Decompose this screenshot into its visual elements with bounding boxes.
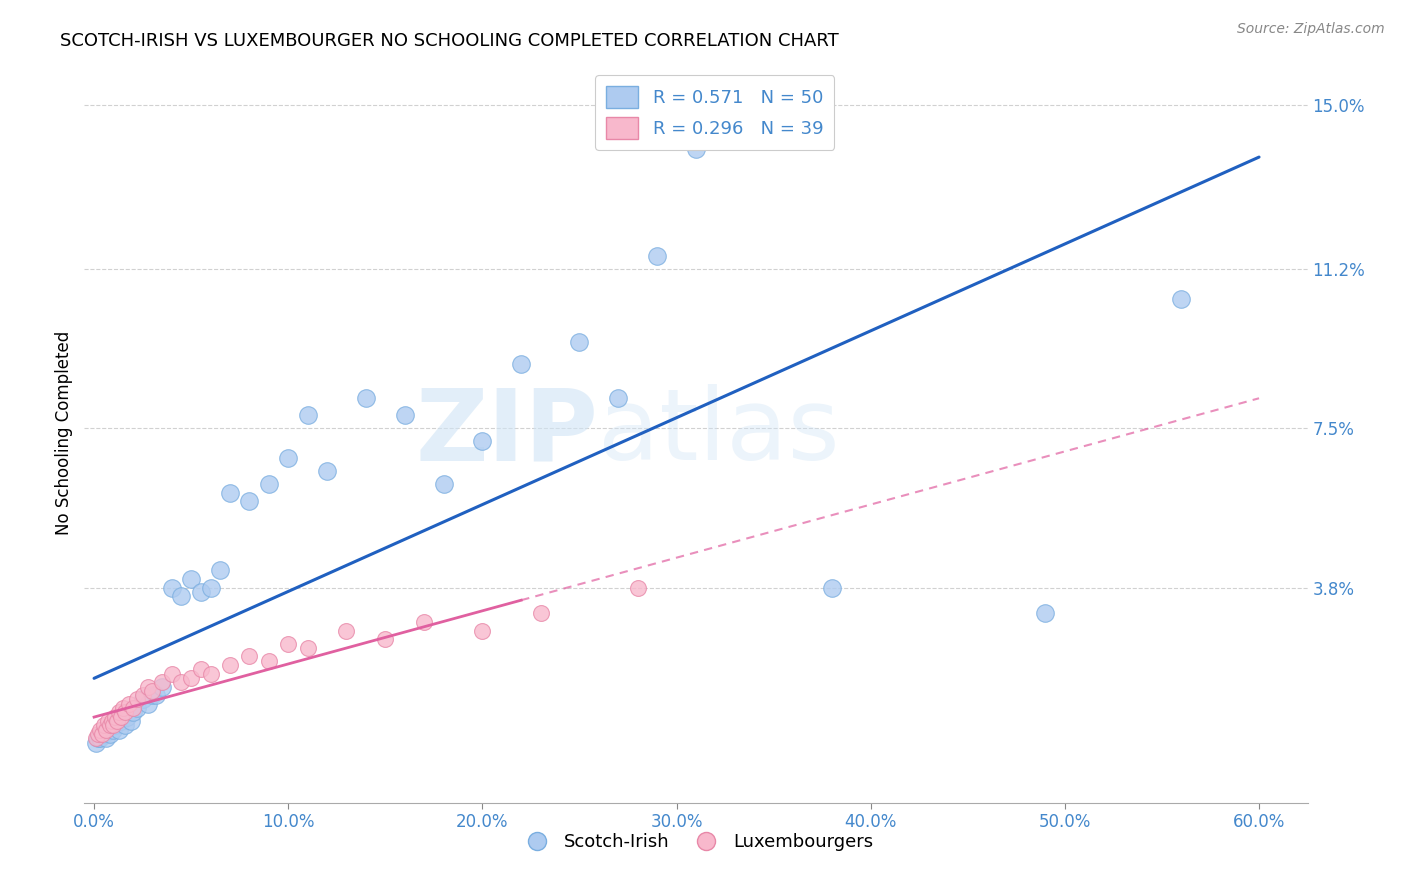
Point <box>110 714 132 728</box>
Point <box>89 731 111 746</box>
Point <box>160 666 183 681</box>
Point <box>209 563 232 577</box>
Point <box>122 706 145 720</box>
Text: ZIP: ZIP <box>415 384 598 481</box>
Point <box>115 709 138 723</box>
Point <box>105 714 128 728</box>
Point <box>114 706 136 720</box>
Point <box>627 581 650 595</box>
Point <box>87 727 110 741</box>
Point <box>238 494 260 508</box>
Point <box>125 692 148 706</box>
Point <box>257 654 280 668</box>
Point <box>190 585 212 599</box>
Point <box>104 718 127 732</box>
Point <box>821 581 844 595</box>
Point <box>645 249 668 263</box>
Point <box>297 409 319 423</box>
Point <box>1035 607 1057 621</box>
Point <box>97 714 120 728</box>
Point <box>145 688 167 702</box>
Point <box>108 723 131 737</box>
Point <box>98 727 121 741</box>
Point <box>98 718 121 732</box>
Point <box>471 434 494 449</box>
Point <box>219 658 242 673</box>
Point <box>120 714 142 728</box>
Point <box>90 727 112 741</box>
Point <box>87 731 110 746</box>
Point <box>607 391 630 405</box>
Point <box>160 581 183 595</box>
Point <box>277 636 299 650</box>
Point <box>104 709 127 723</box>
Point <box>131 692 153 706</box>
Point <box>105 714 128 728</box>
Point <box>93 718 115 732</box>
Point <box>374 632 396 647</box>
Point <box>108 706 131 720</box>
Point <box>200 666 222 681</box>
Point <box>93 727 115 741</box>
Point <box>131 688 153 702</box>
Point <box>122 701 145 715</box>
Point <box>510 357 533 371</box>
Point <box>170 675 193 690</box>
Point <box>114 718 136 732</box>
Point <box>90 727 112 741</box>
Point <box>354 391 377 405</box>
Text: Source: ZipAtlas.com: Source: ZipAtlas.com <box>1237 22 1385 37</box>
Point <box>471 624 494 638</box>
Point <box>413 615 436 629</box>
Point <box>170 589 193 603</box>
Point <box>141 684 163 698</box>
Point <box>530 607 553 621</box>
Point <box>394 409 416 423</box>
Point <box>112 709 135 723</box>
Point <box>568 335 591 350</box>
Point <box>257 477 280 491</box>
Point <box>94 723 117 737</box>
Point <box>100 714 122 728</box>
Point <box>200 581 222 595</box>
Point <box>100 718 122 732</box>
Point <box>138 697 160 711</box>
Point <box>316 464 339 478</box>
Point <box>138 680 160 694</box>
Point <box>180 671 202 685</box>
Point <box>118 697 141 711</box>
Point <box>84 735 107 749</box>
Point <box>89 723 111 737</box>
Point <box>94 731 117 746</box>
Point <box>141 688 163 702</box>
Point <box>118 706 141 720</box>
Point <box>180 572 202 586</box>
Point <box>190 662 212 676</box>
Point <box>103 723 125 737</box>
Text: atlas: atlas <box>598 384 839 481</box>
Point <box>97 723 120 737</box>
Point <box>150 680 173 694</box>
Point <box>432 477 454 491</box>
Point <box>685 142 707 156</box>
Point <box>219 486 242 500</box>
Legend: Scotch-Irish, Luxembourgers: Scotch-Irish, Luxembourgers <box>510 824 882 861</box>
Point <box>277 451 299 466</box>
Point <box>125 701 148 715</box>
Point <box>238 649 260 664</box>
Point <box>150 675 173 690</box>
Point <box>112 701 135 715</box>
Point <box>297 640 319 655</box>
Y-axis label: No Schooling Completed: No Schooling Completed <box>55 331 73 534</box>
Point <box>84 731 107 746</box>
Text: SCOTCH-IRISH VS LUXEMBOURGER NO SCHOOLING COMPLETED CORRELATION CHART: SCOTCH-IRISH VS LUXEMBOURGER NO SCHOOLIN… <box>60 32 838 50</box>
Point <box>103 718 125 732</box>
Point <box>110 709 132 723</box>
Point <box>335 624 357 638</box>
Point <box>1170 292 1192 306</box>
